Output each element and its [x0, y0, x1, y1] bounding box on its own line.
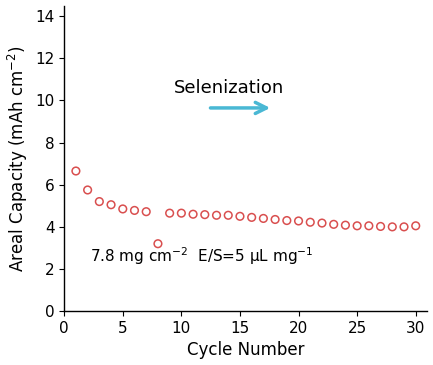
Y-axis label: Areal Capacity (mAh cm$^{-2}$): Areal Capacity (mAh cm$^{-2}$): [6, 45, 29, 272]
Point: [166, 210, 173, 216]
Point: [342, 222, 349, 228]
Point: [271, 216, 278, 222]
Point: [155, 241, 162, 247]
Point: [330, 222, 337, 227]
Point: [248, 215, 255, 220]
Point: [354, 223, 361, 229]
Point: [201, 212, 208, 218]
Point: [96, 199, 103, 204]
Text: 7.8 mg cm$^{-2}$  E/S=5 μL mg$^{-1}$: 7.8 mg cm$^{-2}$ E/S=5 μL mg$^{-1}$: [90, 245, 314, 267]
Point: [283, 218, 290, 223]
Point: [131, 207, 138, 213]
Point: [84, 187, 91, 193]
Point: [412, 223, 419, 229]
Point: [377, 223, 384, 229]
Point: [401, 224, 407, 230]
Point: [307, 219, 314, 225]
Point: [365, 223, 372, 229]
Point: [236, 214, 243, 219]
Point: [260, 215, 267, 221]
Point: [190, 211, 197, 217]
Point: [178, 210, 185, 216]
Point: [213, 212, 220, 218]
X-axis label: Cycle Number: Cycle Number: [187, 341, 304, 360]
Text: Selenization: Selenization: [174, 79, 284, 97]
Point: [225, 212, 232, 218]
Point: [319, 220, 326, 226]
Point: [143, 209, 150, 215]
Point: [389, 224, 396, 230]
Point: [107, 202, 114, 208]
Point: [120, 206, 126, 212]
Point: [295, 218, 302, 224]
Point: [72, 168, 79, 174]
